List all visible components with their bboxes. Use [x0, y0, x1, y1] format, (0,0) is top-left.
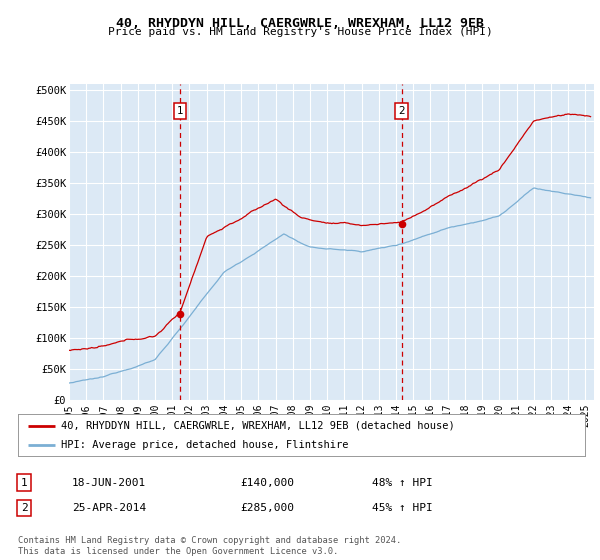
Text: 40, RHYDDYN HILL, CAERGWRLE, WREXHAM, LL12 9EB (detached house): 40, RHYDDYN HILL, CAERGWRLE, WREXHAM, LL…	[61, 421, 454, 431]
Text: 48% ↑ HPI: 48% ↑ HPI	[372, 478, 433, 488]
Text: 45% ↑ HPI: 45% ↑ HPI	[372, 503, 433, 513]
Text: 1: 1	[20, 478, 28, 488]
Text: £140,000: £140,000	[240, 478, 294, 488]
Text: Price paid vs. HM Land Registry's House Price Index (HPI): Price paid vs. HM Land Registry's House …	[107, 27, 493, 38]
Text: 18-JUN-2001: 18-JUN-2001	[72, 478, 146, 488]
Text: 2: 2	[20, 503, 28, 513]
Text: HPI: Average price, detached house, Flintshire: HPI: Average price, detached house, Flin…	[61, 440, 348, 450]
Text: 25-APR-2014: 25-APR-2014	[72, 503, 146, 513]
Text: Contains HM Land Registry data © Crown copyright and database right 2024.
This d: Contains HM Land Registry data © Crown c…	[18, 536, 401, 556]
Text: 1: 1	[177, 106, 184, 116]
Text: 40, RHYDDYN HILL, CAERGWRLE, WREXHAM, LL12 9EB: 40, RHYDDYN HILL, CAERGWRLE, WREXHAM, LL…	[116, 17, 484, 30]
Text: £285,000: £285,000	[240, 503, 294, 513]
Text: 2: 2	[398, 106, 405, 116]
